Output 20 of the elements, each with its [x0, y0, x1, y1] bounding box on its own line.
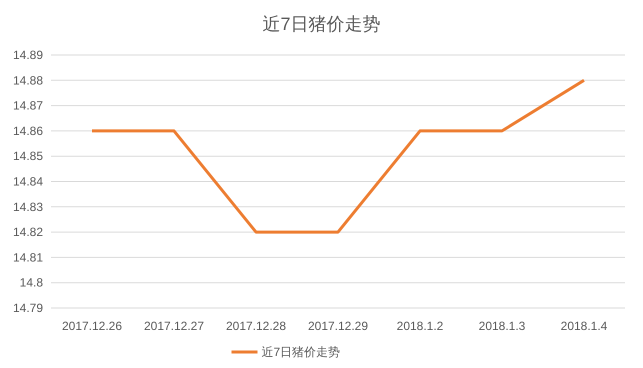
y-tick-label: 14.86 — [12, 124, 44, 138]
x-tick-label: 2017.12.29 — [308, 319, 368, 333]
x-tick-label: 2017.12.26 — [62, 319, 122, 333]
x-tick-label: 2018.1.4 — [560, 319, 608, 333]
chart-title: 近7日猪价走势 — [262, 14, 381, 34]
y-tick-label: 14.83 — [12, 200, 44, 214]
y-tick-label: 14.79 — [12, 301, 44, 315]
y-tick-label: 14.85 — [12, 149, 44, 164]
y-tick-label: 14.88 — [12, 73, 44, 88]
y-tick-label: 14.82 — [12, 225, 44, 240]
x-tick-label: 2017.12.28 — [226, 319, 286, 333]
x-tick-label: 2018.1.2 — [396, 319, 444, 333]
x-tick-label: 2017.12.27 — [144, 319, 204, 333]
y-tick-label: 14.87 — [12, 98, 44, 113]
legend-label: 近7日猪价走势 — [262, 345, 340, 359]
y-tick-label: 14.84 — [12, 174, 44, 188]
y-tick-label: 14.8 — [20, 276, 44, 290]
y-tick-label: 14.89 — [12, 48, 44, 62]
y-tick-label: 14.81 — [12, 250, 44, 264]
x-tick-label: 2018.1.3 — [478, 319, 526, 333]
